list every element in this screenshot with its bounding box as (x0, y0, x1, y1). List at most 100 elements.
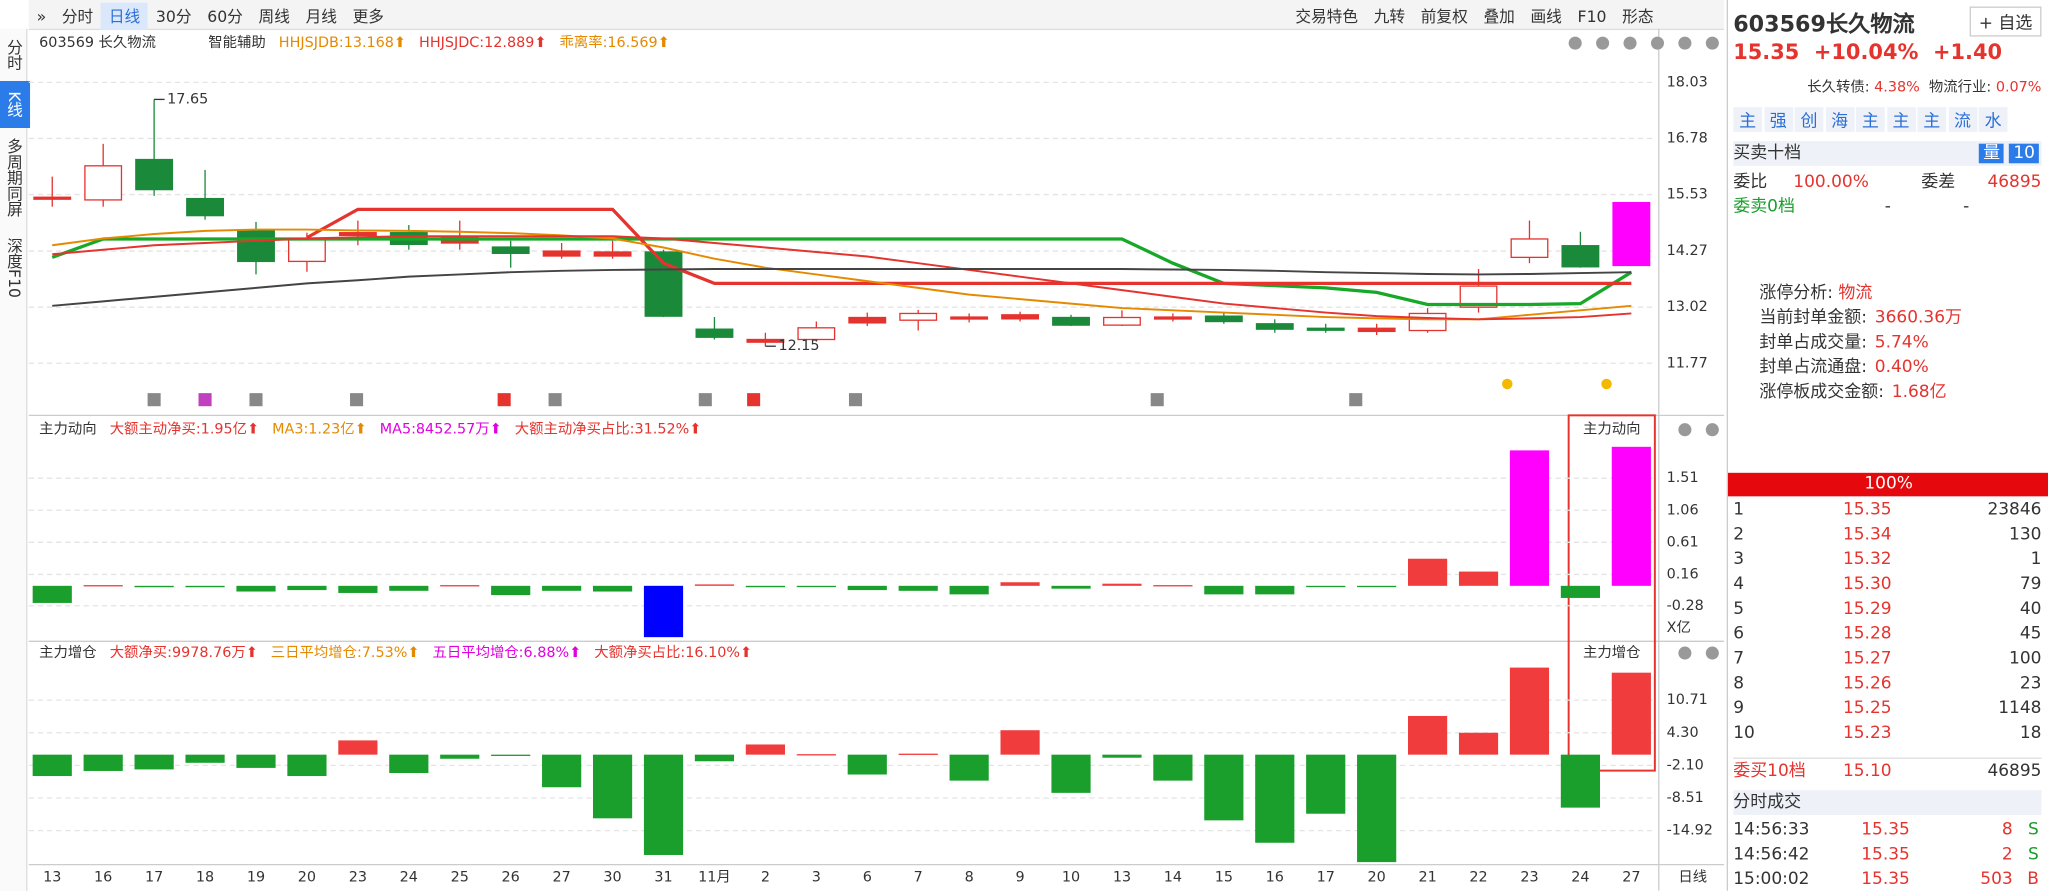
event-icon[interactable] (198, 393, 212, 407)
legend-item: 大额主动净买:1.95亿⬆ (110, 421, 259, 438)
tool-icon[interactable] (1568, 36, 1582, 50)
vol-button[interactable]: 量 (1979, 143, 2004, 164)
limit-up-value: 0.40% (1874, 357, 1929, 378)
y-tick-label: 10.71 (1667, 692, 1708, 708)
quick-tab[interactable]: 主 (1855, 107, 1885, 132)
x-tick-label: 10 (1062, 870, 1080, 886)
event-icon[interactable] (848, 393, 863, 407)
bar (542, 754, 582, 788)
side-tab[interactable]: 多周期同屏 (5, 138, 24, 217)
tool-button[interactable]: F10 (1577, 7, 1607, 27)
limit-up-row: 涨停板成交金额: 1.68亿 (1759, 380, 1962, 405)
bar (287, 754, 327, 777)
period-tab[interactable]: 月线 (305, 7, 337, 27)
event-icon[interactable] (548, 393, 562, 407)
y-tick-label: -8.51 (1667, 790, 1704, 806)
x-tick-label: 6 (863, 870, 872, 886)
quick-tab[interactable]: 流 (1948, 107, 1977, 132)
event-icon[interactable] (698, 393, 712, 407)
ma-line (52, 268, 1632, 307)
side-tab[interactable]: 分时 (5, 39, 24, 71)
quick-tab[interactable]: 主 (1886, 107, 1916, 132)
quick-tab[interactable]: 海 (1825, 107, 1855, 132)
menu-toggle[interactable]: » (36, 7, 47, 27)
event-icon[interactable] (147, 393, 161, 407)
bar (1560, 754, 1600, 808)
bid-volume: 130 (2009, 525, 2042, 545)
tool-button[interactable]: 九转 (1373, 7, 1406, 27)
tool-icon[interactable] (1650, 36, 1664, 50)
limit-up-sector: 物流 (1838, 283, 1873, 304)
y-tick-label: 4.30 (1667, 725, 1699, 741)
period-tab[interactable]: 日线 (101, 2, 149, 31)
period-tab[interactable]: 30分 (155, 7, 192, 27)
bid-price: 15.25 (1842, 698, 1892, 719)
limit-up-value: 5.74% (1874, 333, 1929, 353)
bid-volume: 79 (2019, 574, 2042, 595)
event-icon[interactable] (350, 393, 364, 407)
y-tick-label: 14.27 (1667, 243, 1708, 259)
period-tab[interactable]: 分时 (61, 7, 94, 27)
tool-icon[interactable] (1705, 36, 1719, 50)
x-tick-label: 26 (502, 870, 520, 886)
period-tab[interactable]: 周线 (258, 7, 290, 27)
legend-item: 乖离率:16.569⬆ (559, 34, 669, 51)
trade-time: 14:56:42 (1733, 845, 1810, 865)
limit-up-label: 当前封单金额: (1759, 308, 1867, 328)
tool-icon[interactable] (1678, 646, 1692, 660)
bond-value: 4.38% (1874, 78, 1920, 96)
x-tick-label: 13 (1113, 870, 1131, 886)
tool-button[interactable]: 形态 (1622, 7, 1654, 27)
event-icon[interactable] (249, 393, 263, 407)
tool-button[interactable]: 画线 (1530, 7, 1562, 27)
depth-button[interactable]: 10 (2009, 143, 2039, 164)
tool-button[interactable]: 叠加 (1483, 7, 1515, 27)
period-tab[interactable]: 更多 (352, 7, 384, 27)
bid-price: 15.34 (1842, 525, 1892, 545)
event-star[interactable] (1502, 378, 1513, 390)
add-watch[interactable]: + 自选 (1969, 6, 2042, 37)
tool-icon[interactable] (1596, 36, 1610, 50)
candle-body (338, 232, 377, 237)
tool-icon[interactable] (1678, 423, 1692, 437)
chart-title: 603569 长久物流 (39, 34, 156, 51)
quick-tab[interactable]: 水 (1978, 107, 2008, 132)
limit-up-label: 封单占流通盘: (1759, 357, 1867, 378)
quick-tab[interactable]: 主 (1917, 107, 1947, 132)
x-tick-label: 23 (1520, 870, 1538, 886)
related-line: 长久转债: 4.38% 物流行业: 0.07% (1807, 76, 2041, 97)
quick-tab[interactable]: 强 (1763, 107, 1793, 132)
candle-body (1103, 316, 1141, 326)
tool-icon[interactable] (1705, 646, 1719, 660)
event-icon[interactable] (1150, 393, 1164, 407)
tool-button[interactable]: 前复权 (1420, 7, 1468, 27)
side-tab[interactable]: 深度F10 (5, 237, 24, 298)
trade-price: 15.35 (1861, 869, 1910, 890)
candle-body (237, 229, 275, 263)
legend-item: 智能辅助 (208, 34, 265, 51)
legend-item: MA5:8452.57万⬆ (380, 422, 502, 438)
tab-row: 主强创海主主主流水 (1733, 107, 2041, 133)
candle-body (542, 250, 581, 257)
bar (1000, 730, 1040, 755)
bar (1153, 585, 1193, 587)
bid-total-volume: 46895 (1987, 761, 2042, 782)
period-tab[interactable]: 60分 (207, 7, 243, 27)
x-tick-label: 8 (965, 870, 974, 886)
tool-icon[interactable] (1705, 423, 1719, 437)
bar (440, 754, 480, 759)
side-tab[interactable]: K线 (0, 80, 31, 128)
event-star[interactable] (1601, 378, 1612, 390)
event-icon[interactable] (1349, 393, 1363, 407)
event-icon[interactable] (747, 393, 761, 407)
tool-icon[interactable] (1678, 36, 1692, 50)
bar (389, 754, 429, 773)
trade-row: 15:00:02 15.35 503 B (1733, 867, 2041, 891)
quick-tab[interactable]: 主 (1733, 107, 1762, 132)
quick-tab[interactable]: 创 (1794, 107, 1824, 132)
tool-icon[interactable] (1623, 36, 1637, 50)
tool-button[interactable]: 交易特色 (1295, 7, 1359, 27)
bar (847, 754, 887, 775)
event-icon[interactable] (497, 393, 511, 407)
